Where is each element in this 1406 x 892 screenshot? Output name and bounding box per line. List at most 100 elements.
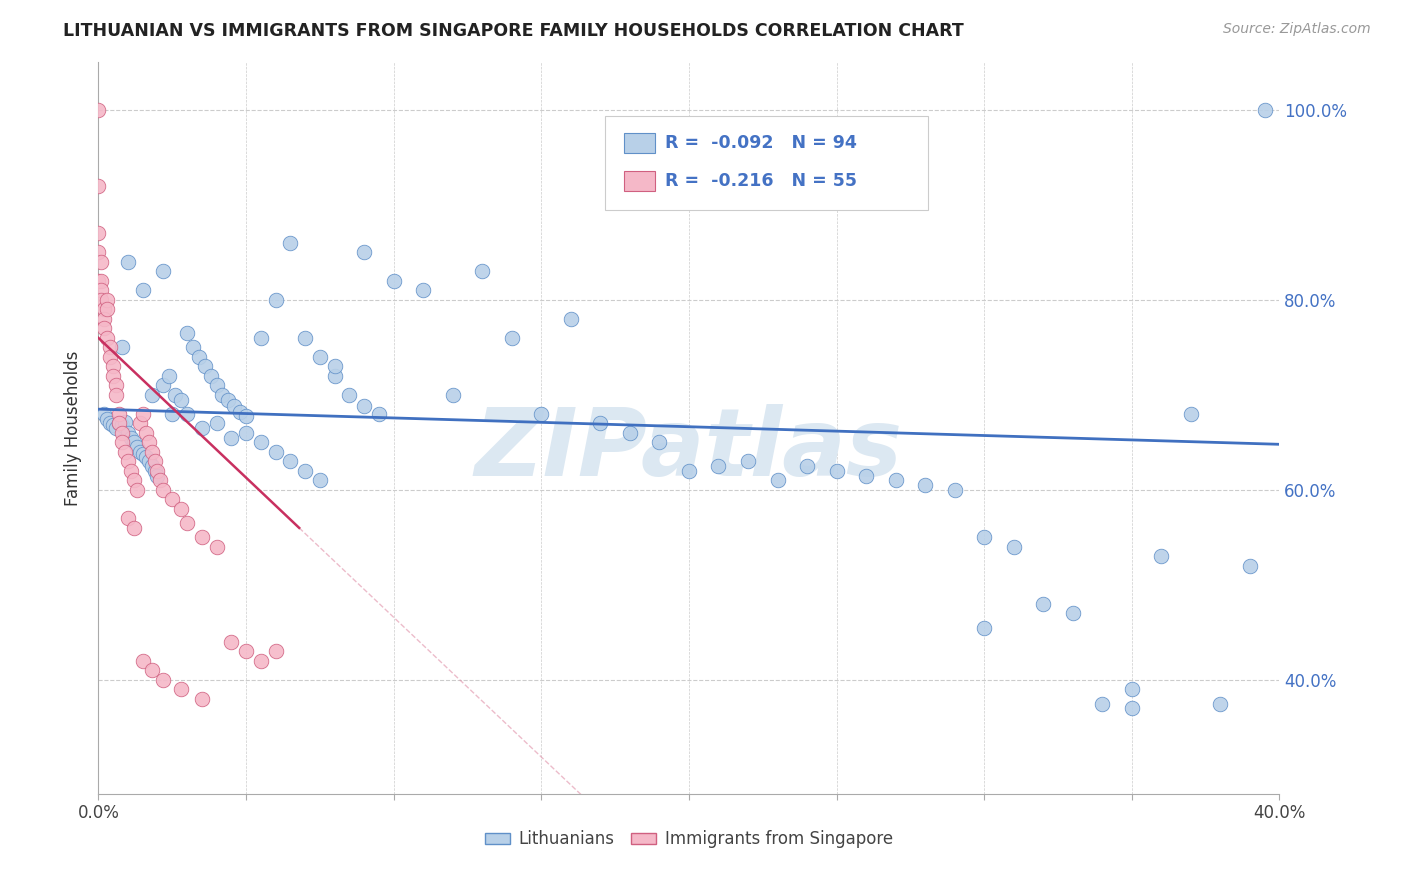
Point bbox=[619, 425, 641, 440]
Point bbox=[138, 435, 160, 450]
Point bbox=[1121, 682, 1143, 697]
Point bbox=[884, 474, 907, 488]
Point bbox=[87, 274, 110, 288]
Text: ZIPatlas: ZIPatlas bbox=[475, 404, 903, 496]
Point bbox=[176, 326, 198, 341]
Point bbox=[264, 293, 287, 307]
Point bbox=[1254, 103, 1277, 117]
Point bbox=[132, 407, 155, 421]
Point bbox=[93, 407, 115, 421]
Point bbox=[441, 388, 464, 402]
Point bbox=[152, 264, 174, 278]
Point bbox=[1121, 701, 1143, 715]
Point bbox=[205, 540, 228, 554]
Point bbox=[280, 235, 302, 250]
Point bbox=[117, 454, 139, 468]
Point bbox=[309, 474, 332, 488]
Point bbox=[471, 264, 494, 278]
Point bbox=[111, 418, 134, 433]
Point bbox=[90, 284, 112, 298]
Point bbox=[93, 312, 115, 326]
Point bbox=[737, 454, 759, 468]
Point bbox=[111, 425, 134, 440]
Point bbox=[221, 635, 243, 649]
Point bbox=[135, 450, 157, 464]
Point bbox=[280, 454, 302, 468]
Point bbox=[141, 388, 163, 402]
Point bbox=[93, 302, 115, 317]
Point bbox=[98, 417, 121, 431]
Point bbox=[105, 421, 128, 435]
Point bbox=[191, 421, 214, 435]
Point bbox=[382, 274, 405, 288]
Point bbox=[194, 359, 217, 374]
Point bbox=[1180, 407, 1202, 421]
Point bbox=[294, 331, 316, 345]
Point bbox=[146, 464, 169, 478]
Point bbox=[501, 331, 523, 345]
Point bbox=[87, 245, 110, 260]
Point bbox=[103, 368, 125, 383]
Point bbox=[87, 103, 110, 117]
Point bbox=[125, 483, 148, 497]
Point bbox=[117, 255, 139, 269]
Point bbox=[973, 621, 995, 635]
Point bbox=[87, 178, 110, 193]
Point bbox=[176, 407, 198, 421]
Point bbox=[250, 654, 273, 668]
Point bbox=[90, 255, 112, 269]
Point bbox=[152, 378, 174, 392]
Point bbox=[825, 464, 848, 478]
Point bbox=[368, 407, 391, 421]
Point bbox=[157, 368, 180, 383]
Point bbox=[108, 417, 131, 431]
Text: LITHUANIAN VS IMMIGRANTS FROM SINGAPORE FAMILY HOUSEHOLDS CORRELATION CHART: LITHUANIAN VS IMMIGRANTS FROM SINGAPORE … bbox=[63, 22, 965, 40]
Point bbox=[200, 368, 222, 383]
Point bbox=[125, 440, 148, 454]
Point bbox=[96, 331, 118, 345]
Point bbox=[211, 388, 233, 402]
Y-axis label: Family Households: Family Households bbox=[65, 351, 83, 506]
Point bbox=[191, 530, 214, 544]
Point bbox=[1062, 607, 1084, 621]
Point bbox=[678, 464, 700, 478]
Point bbox=[141, 459, 163, 474]
Point bbox=[162, 492, 183, 507]
Point bbox=[1002, 540, 1025, 554]
Point bbox=[141, 664, 163, 678]
Text: R =  -0.216   N = 55: R = -0.216 N = 55 bbox=[665, 172, 858, 190]
Point bbox=[132, 447, 155, 461]
Point bbox=[323, 359, 346, 374]
Point bbox=[162, 407, 183, 421]
Text: Source: ZipAtlas.com: Source: ZipAtlas.com bbox=[1223, 22, 1371, 37]
Point bbox=[973, 530, 995, 544]
Point bbox=[114, 415, 136, 429]
Point bbox=[120, 464, 142, 478]
Point bbox=[323, 368, 346, 383]
Point bbox=[205, 417, 228, 431]
Point bbox=[170, 502, 193, 516]
Point bbox=[141, 445, 163, 459]
Point bbox=[143, 454, 166, 468]
Point bbox=[1239, 558, 1261, 573]
Point bbox=[108, 407, 131, 421]
Point bbox=[707, 459, 730, 474]
Point bbox=[264, 644, 287, 658]
Point bbox=[122, 435, 145, 450]
Point bbox=[149, 474, 172, 488]
Point bbox=[217, 392, 239, 407]
Point bbox=[412, 284, 434, 298]
Point bbox=[111, 340, 134, 354]
Point bbox=[353, 400, 375, 414]
Point bbox=[1032, 597, 1054, 611]
Point bbox=[294, 464, 316, 478]
Point bbox=[176, 516, 198, 530]
Point bbox=[855, 468, 877, 483]
Point bbox=[105, 388, 128, 402]
Point bbox=[122, 474, 145, 488]
Point bbox=[224, 400, 246, 414]
Point bbox=[339, 388, 361, 402]
Point bbox=[87, 227, 110, 241]
Point bbox=[530, 407, 553, 421]
Point bbox=[205, 378, 228, 392]
